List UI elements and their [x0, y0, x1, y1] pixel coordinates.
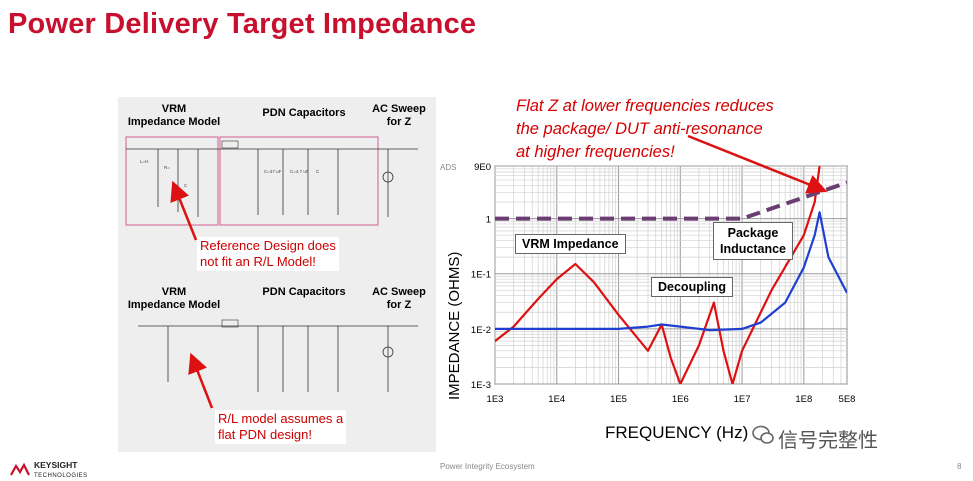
- svg-text:L=H: L=H: [140, 159, 148, 164]
- annotation-package-inductance: Package Inductance: [713, 222, 793, 260]
- x-tick-label: 1E8: [795, 394, 812, 405]
- callout-arrow: [687, 134, 828, 194]
- y-tick-label: 1E-3: [471, 380, 491, 391]
- watermark-text: 信号完整性: [778, 430, 878, 452]
- svg-text:R=: R=: [164, 165, 170, 170]
- series-line-1: [495, 211, 847, 332]
- vrm-impedance-header-2: VRM Impedance Model: [127, 286, 221, 311]
- corner-label: ADS: [440, 163, 456, 172]
- footer-center-text: Power Integrity Ecosystem: [440, 462, 535, 471]
- x-tick-label: 1E3: [487, 394, 504, 405]
- y-tick-label: 1: [486, 215, 491, 226]
- reference-design-note: Reference Design does not fit an R/L Mod…: [197, 237, 339, 271]
- svg-text:C=47 uF: C=47 uF: [264, 169, 282, 174]
- rl-model-note: R/L model assumes a flat PDN design!: [215, 410, 347, 444]
- annotation-vrm-impedance: VRM Impedance: [515, 234, 626, 254]
- pdn-capacitors-header-2: PDN Capacitors: [262, 286, 346, 298]
- ac-sweep-header-2: AC Sweep for Z: [372, 286, 426, 311]
- series-line-0: [495, 166, 821, 384]
- page-number: 8: [957, 462, 962, 471]
- annotation-decoupling: Decoupling: [651, 277, 734, 297]
- pdn-capacitors-header: PDN Capacitors: [262, 107, 346, 119]
- series-line-2: [495, 180, 847, 221]
- vrm-impedance-header: VRM Impedance Model: [127, 103, 221, 128]
- logo-line2: TECHNOLOGIES: [34, 473, 88, 479]
- svg-text:C: C: [316, 169, 320, 174]
- x-tick-label: 1E6: [672, 394, 689, 405]
- x-tick-label: 1E5: [610, 394, 627, 405]
- x-tick-label: 1E4: [548, 394, 565, 405]
- schematic-2-drawing: [138, 319, 418, 392]
- callout-text: Flat Z at lower frequencies reduces the …: [516, 97, 774, 161]
- svg-text:C=4.7 uF: C=4.7 uF: [290, 169, 309, 174]
- keysight-logo-icon: [10, 463, 30, 477]
- y-tick-label: 9E0: [474, 162, 491, 173]
- y-tick-label: 1E-2: [471, 325, 491, 336]
- schematic-1-drawing: L=HR=C C=47 uF C=4.7 uF C: [125, 136, 418, 226]
- wechat-icon: [752, 425, 774, 445]
- keysight-logo-text: KEYSIGHT TECHNOLOGIES: [34, 461, 88, 481]
- slide-title: Power Delivery Target Impedance: [8, 8, 477, 40]
- x-axis-label: FREQUENCY (Hz): [605, 423, 748, 442]
- y-tick-label: 1E-1: [471, 270, 491, 281]
- x-tick-label: 5E8: [839, 394, 856, 405]
- y-axis-label: IMPEDANCE (OHMS): [446, 252, 463, 400]
- schematic-panel-reference: VRM Impedance Model PDN Capacitors AC Sw…: [118, 97, 436, 282]
- x-tick-label: 1E7: [734, 394, 751, 405]
- schematic-panel-rl-model: VRM Impedance Model PDN Capacitors AC Sw…: [118, 282, 436, 452]
- logo-line1: KEYSIGHT: [34, 460, 78, 470]
- ac-sweep-header: AC Sweep for Z: [372, 103, 426, 128]
